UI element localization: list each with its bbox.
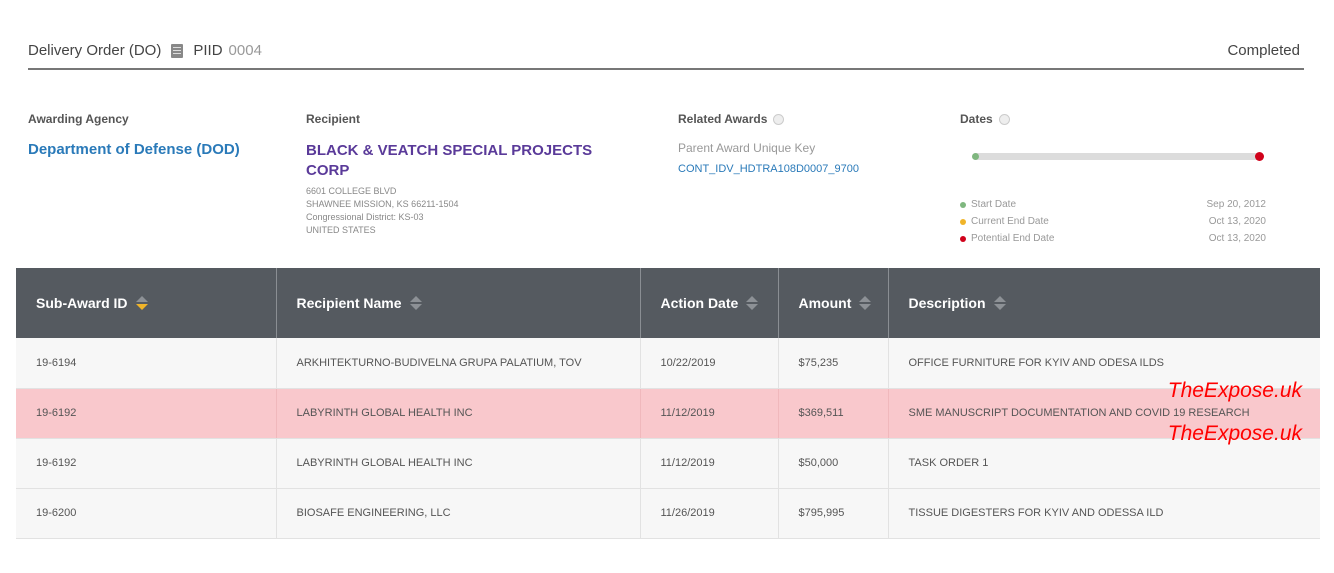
table-row[interactable]: 19-6192 LABYRINTH GLOBAL HEALTH INC 11/1… <box>16 438 1320 489</box>
address-line-2: SHAWNEE MISSION, KS 66211-1504 <box>306 199 459 209</box>
award-title-group: Delivery Order (DO) PIID 0004 <box>28 42 262 59</box>
document-icon <box>171 43 184 58</box>
award-status: Completed <box>1227 42 1300 59</box>
sub-awards-table: Sub-Award ID Recipient Name Action Date … <box>16 268 1320 539</box>
award-header: Delivery Order (DO) PIID 0004 Completed <box>28 36 1304 70</box>
cell-recipient-name: BIOSAFE ENGINEERING, LLC <box>276 488 641 539</box>
column-label: Amount <box>798 295 852 311</box>
table-row[interactable]: 19-6194 ARKHITEKTURNO-BUDIVELNA GRUPA PA… <box>16 338 1320 389</box>
cell-description: OFFICE FURNITURE FOR KYIV AND ODESA ILDS <box>888 338 1320 389</box>
start-date-value: Sep 20, 2012 <box>1206 199 1267 210</box>
piid-value: 0004 <box>228 42 262 59</box>
cell-amount: $75,235 <box>778 338 889 389</box>
parent-award-label: Parent Award Unique Key <box>678 141 816 155</box>
related-awards-header: Related Awards <box>678 112 859 126</box>
awarding-agency-section: Awarding Agency Department of Defense (D… <box>28 112 240 158</box>
congressional-district: Congressional District: KS-03 <box>306 212 424 222</box>
potential-end-date-value: Oct 13, 2020 <box>1208 233 1266 244</box>
cell-action-date: 11/12/2019 <box>640 388 779 439</box>
cell-description: SME MANUSCRIPT DOCUMENTATION AND COVID 1… <box>888 388 1320 439</box>
start-date-label: Start Date <box>971 199 1017 210</box>
date-row: Current End Date Oct 13, 2020 <box>960 213 1266 230</box>
column-label: Sub-Award ID <box>36 295 128 311</box>
current-end-date-label: Current End Date <box>971 216 1049 227</box>
column-label: Recipient Name <box>296 295 402 311</box>
cell-recipient-name: ARKHITEKTURNO-BUDIVELNA GRUPA PALATIUM, … <box>276 338 641 389</box>
sort-icon[interactable] <box>993 296 1006 310</box>
sort-icon[interactable] <box>746 296 759 310</box>
column-label: Description <box>908 295 986 311</box>
timeline-end-marker <box>1255 152 1264 161</box>
current-end-date-dot <box>960 218 966 225</box>
sort-icon[interactable] <box>409 296 422 310</box>
cell-action-date: 10/22/2019 <box>640 338 779 389</box>
related-awards-section: Related Awards Parent Award Unique Key C… <box>678 112 859 175</box>
date-row: Potential End Date Oct 13, 2020 <box>960 230 1266 247</box>
start-date-dot <box>960 201 966 208</box>
cell-sub-award-id: 19-6192 <box>16 388 277 439</box>
column-header-description[interactable]: Description <box>888 268 1320 338</box>
cell-recipient-name: LABYRINTH GLOBAL HEALTH INC <box>276 388 641 439</box>
cell-action-date: 11/12/2019 <box>640 438 779 489</box>
date-row: Start Date Sep 20, 2012 <box>960 196 1266 213</box>
sort-icon[interactable] <box>135 296 148 310</box>
table-row[interactable]: 19-6192 LABYRINTH GLOBAL HEALTH INC 11/1… <box>16 388 1320 439</box>
awarding-agency-link[interactable]: Department of Defense (DOD) <box>28 141 240 158</box>
watermark-text: TheExpose.uk <box>1167 379 1302 402</box>
column-header-amount[interactable]: Amount <box>778 268 889 338</box>
date-legend: Start Date Sep 20, 2012 Current End Date… <box>960 196 1266 247</box>
recipient-label: Recipient <box>306 112 361 126</box>
info-icon[interactable] <box>773 113 785 125</box>
info-icon[interactable] <box>998 113 1010 125</box>
cell-amount: $369,511 <box>778 388 889 439</box>
potential-end-date-label: Potential End Date <box>971 233 1055 244</box>
awarding-agency-label: Awarding Agency <box>28 112 129 126</box>
cell-description: TISSUE DIGESTERS FOR KYIV AND ODESSA ILD <box>888 488 1320 539</box>
table-row[interactable]: 19-6200 BIOSAFE ENGINEERING, LLC 11/26/2… <box>16 488 1320 539</box>
address-line-1: 6601 COLLEGE BLVD <box>306 186 397 196</box>
address-country: UNITED STATES <box>306 225 376 235</box>
column-header-action-date[interactable]: Action Date <box>640 268 779 338</box>
cell-action-date: 11/26/2019 <box>640 488 779 539</box>
current-end-date-value: Oct 13, 2020 <box>1208 216 1266 227</box>
recipient-section: Recipient BLACK & VEATCH SPECIAL PROJECT… <box>306 112 596 237</box>
dates-label: Dates <box>960 112 993 126</box>
potential-end-date-dot <box>960 235 966 242</box>
cell-sub-award-id: 19-6194 <box>16 338 277 389</box>
cell-amount: $795,995 <box>778 488 889 539</box>
recipient-name-link[interactable]: BLACK & VEATCH SPECIAL PROJECTS CORP <box>306 142 593 179</box>
dates-header: Dates <box>960 112 1010 126</box>
timeline-start-marker <box>972 153 979 160</box>
piid-label: PIID <box>193 42 223 59</box>
watermark-text: TheExpose.uk <box>1167 422 1302 445</box>
timeline-bar <box>974 153 1262 160</box>
column-header-sub-award-id[interactable]: Sub-Award ID <box>16 268 277 338</box>
cell-recipient-name: LABYRINTH GLOBAL HEALTH INC <box>276 438 641 489</box>
award-type-title: Delivery Order (DO) <box>28 42 162 59</box>
parent-award-link[interactable]: CONT_IDV_HDTRA108D0007_9700 <box>678 163 859 175</box>
cell-description: TASK ORDER 1 <box>888 438 1320 489</box>
dates-section: Dates <box>960 112 1010 126</box>
cell-sub-award-id: 19-6192 <box>16 438 277 489</box>
sort-icon[interactable] <box>859 296 872 310</box>
related-awards-label: Related Awards <box>678 112 768 126</box>
cell-amount: $50,000 <box>778 438 889 489</box>
date-timeline <box>972 152 1264 161</box>
column-header-recipient-name[interactable]: Recipient Name <box>276 268 641 338</box>
recipient-address: 6601 COLLEGE BLVD SHAWNEE MISSION, KS 66… <box>306 185 596 237</box>
column-label: Action Date <box>660 295 739 311</box>
table-header-row: Sub-Award ID Recipient Name Action Date … <box>16 268 1320 338</box>
cell-sub-award-id: 19-6200 <box>16 488 277 539</box>
